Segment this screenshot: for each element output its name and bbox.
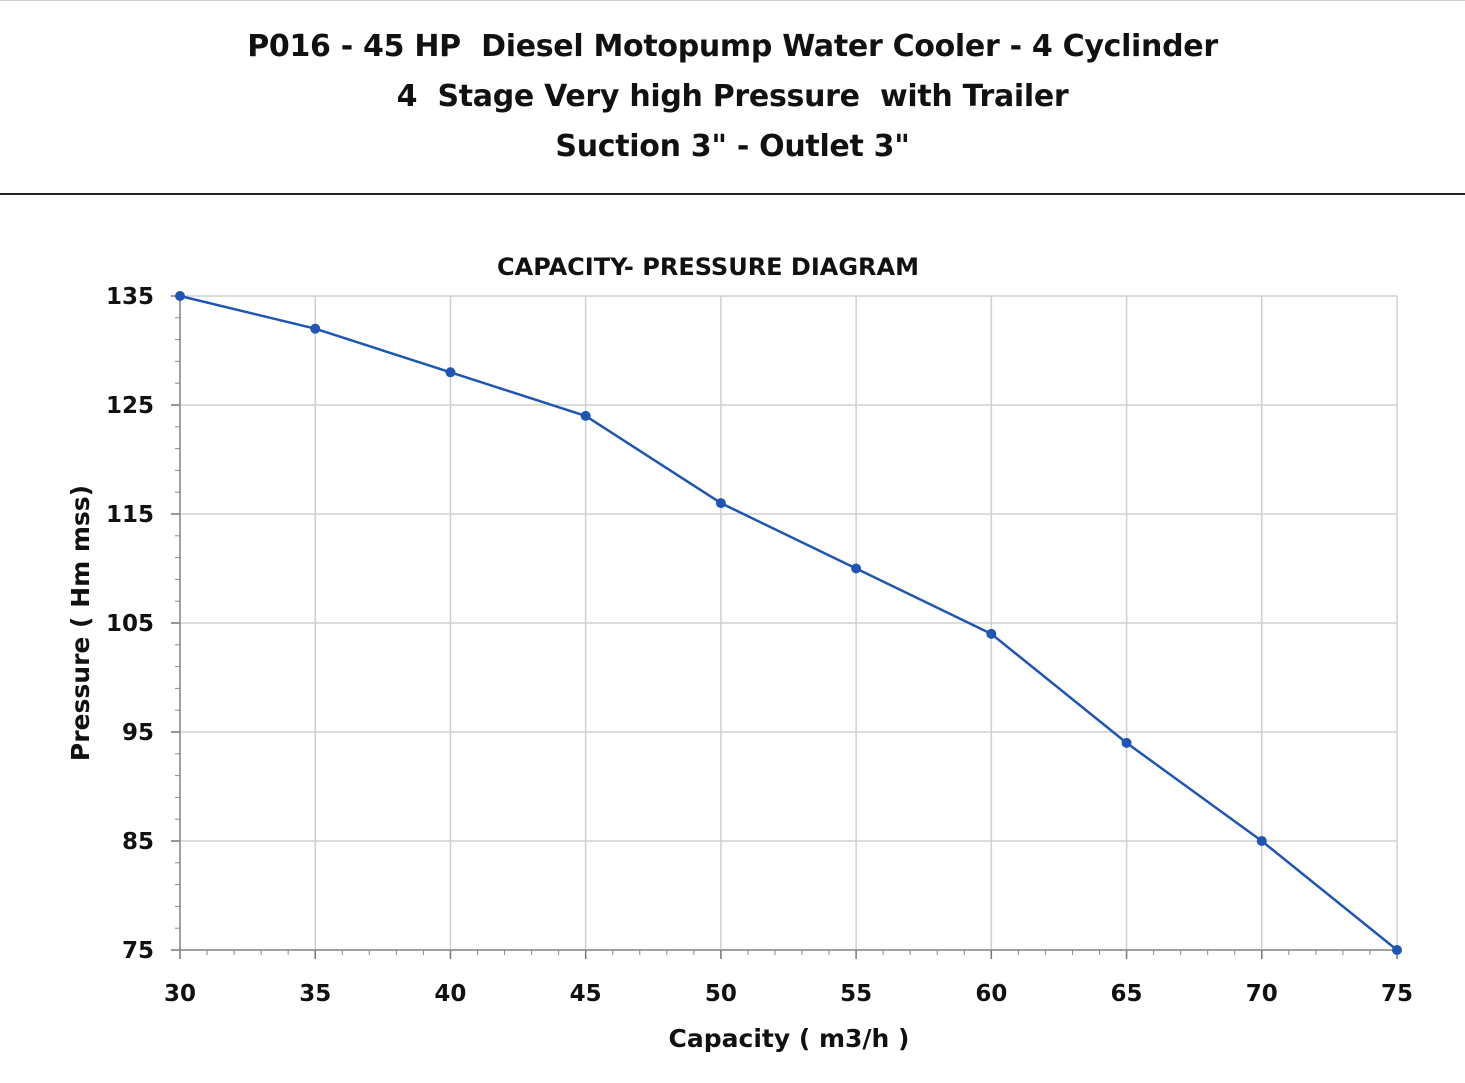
y-tick-label: 95 — [122, 720, 154, 746]
data-point — [310, 323, 321, 334]
grid-lines — [179, 295, 1398, 951]
data-point — [715, 498, 726, 509]
y-tick-label: 115 — [106, 502, 154, 528]
x-axis-title: Capacity ( m3/h ) — [669, 1024, 910, 1053]
x-tick-label: 65 — [1111, 981, 1143, 1007]
chart-title: CAPACITY- PRESSURE DIAGRAM — [497, 253, 919, 281]
header-divider — [0, 193, 1465, 195]
x-tick-label: 70 — [1246, 981, 1278, 1007]
page-header: P016 - 45 HP Diesel Motopump Water Coole… — [0, 22, 1465, 172]
header-title-line-1: P016 - 45 HP Diesel Motopump Water Coole… — [247, 29, 1218, 64]
x-tick-label: 75 — [1381, 981, 1413, 1007]
data-point — [1392, 945, 1402, 955]
x-tick-label: 30 — [164, 981, 196, 1007]
tick-labels: 75 85 95 105 115 125 135 30 35 40 45 50 55 60 65 70 75 — [106, 284, 1413, 1007]
x-tick-label: 45 — [570, 981, 602, 1007]
header-title-line-3: Suction 3" - Outlet 3" — [555, 129, 910, 164]
x-tick-label: 60 — [975, 981, 1007, 1007]
data-point — [851, 563, 862, 574]
data-point — [175, 291, 185, 301]
y-tick-label: 105 — [106, 611, 154, 637]
data-point — [986, 628, 997, 639]
y-tick-label: 135 — [106, 284, 154, 310]
x-tick-label: 35 — [299, 981, 331, 1007]
header-title-line-2: 4 Stage Very high Pressure with Trailer — [396, 79, 1069, 114]
series-line — [179, 294, 1398, 951]
y-tick-label: 85 — [122, 829, 154, 855]
y-axis-title: Pressure ( Hm mss) — [66, 485, 95, 761]
y-tick-label: 75 — [122, 938, 154, 964]
data-point — [580, 410, 591, 421]
x-tick-label: 40 — [434, 981, 466, 1007]
data-point — [445, 367, 456, 378]
series-layer — [175, 291, 1402, 955]
minor-ticks — [171, 295, 1398, 959]
data-point — [1121, 737, 1132, 748]
x-tick-label: 50 — [705, 981, 737, 1007]
data-point — [1256, 836, 1267, 846]
top-border — [0, 0, 1465, 1]
axes — [179, 296, 1397, 951]
x-tick-label: 55 — [840, 981, 872, 1007]
y-tick-label: 125 — [106, 393, 154, 419]
